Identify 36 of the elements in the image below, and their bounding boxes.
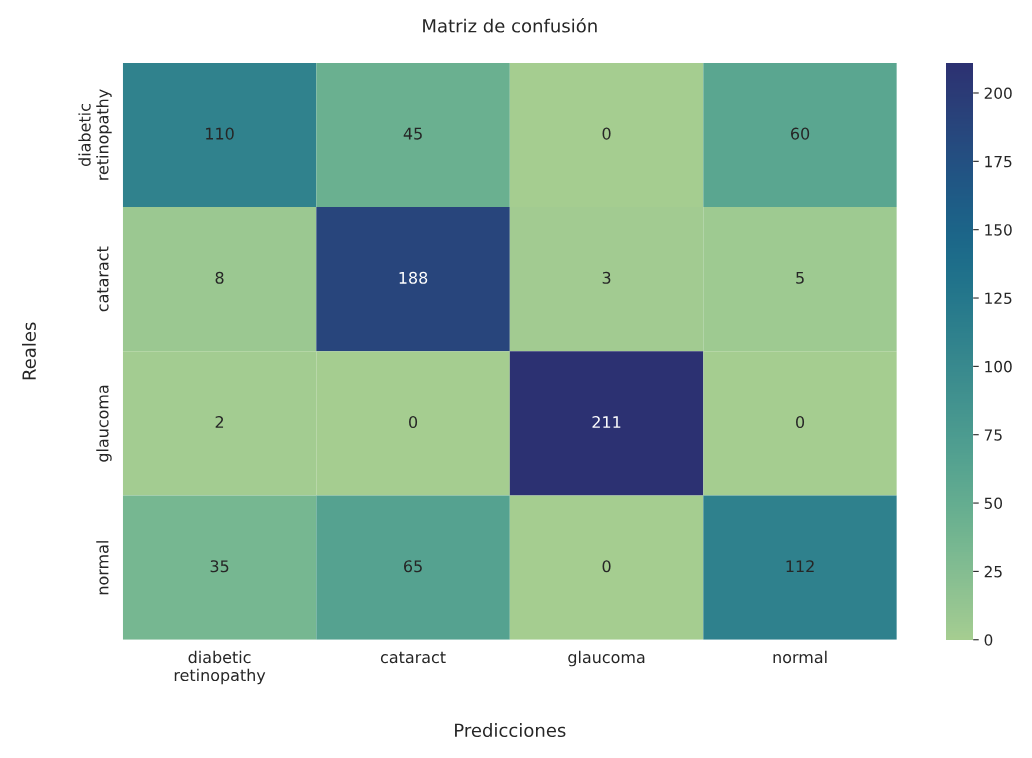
- data-label: 5: [796, 271, 804, 284]
- data-label: 0: [602, 560, 611, 573]
- y-tick-label: diabetic retinopathy: [78, 89, 112, 180]
- x-tick-label: diabetic retinopathy: [174, 650, 266, 685]
- data-label: 2: [215, 415, 224, 428]
- color-bar-label: 25: [984, 565, 1002, 578]
- x-axis-title: Predicciones: [455, 723, 566, 738]
- x-tick-label: glaucoma: [568, 650, 645, 667]
- chart-title: Matriz de confusión: [423, 17, 597, 33]
- color-bar-label: 125: [985, 292, 1012, 305]
- y-axis-title: Reales: [21, 322, 36, 380]
- data-label: 60: [791, 127, 810, 140]
- data-label: 0: [796, 415, 805, 429]
- color-bar-label: 200: [984, 87, 1012, 100]
- color-bar-label: 175: [985, 156, 1012, 168]
- color-bar-label: 100: [985, 360, 1012, 373]
- data-label: 8: [215, 271, 224, 284]
- data-label: 112: [786, 560, 814, 573]
- data-label: 110: [206, 127, 234, 140]
- data-label: 211: [592, 415, 621, 428]
- data-label: 45: [403, 127, 422, 140]
- y-tick-label: normal: [96, 541, 109, 595]
- data-label: 3: [602, 271, 611, 284]
- color-bar-label: 150: [985, 224, 1012, 236]
- data-label: 35: [210, 560, 229, 573]
- y-tick-label: cataract: [97, 246, 109, 312]
- color-bar-label: 50: [984, 497, 1003, 510]
- color-bar-label: 0: [984, 634, 993, 646]
- data-label: 0: [602, 127, 611, 140]
- data-label: 65: [404, 560, 422, 573]
- x-tick-label: cataract: [380, 651, 446, 664]
- data-label: 188: [399, 271, 428, 284]
- color-bar-label: 75: [984, 429, 1002, 441]
- y-tick-label: glaucoma: [96, 385, 112, 462]
- x-tick-label: normal: [773, 650, 827, 664]
- data-label: 0: [409, 415, 418, 429]
